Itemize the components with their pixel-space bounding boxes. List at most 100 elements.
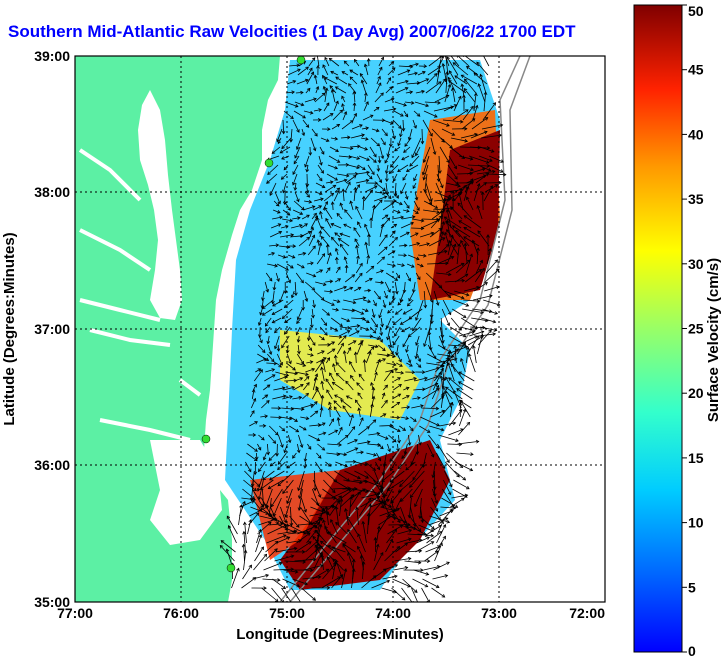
velocity-vector xyxy=(366,173,373,180)
velocity-vector xyxy=(291,587,301,602)
velocity-vector-head xyxy=(303,509,307,513)
velocity-vector-head xyxy=(344,464,348,468)
velocity-vector-head xyxy=(346,318,351,323)
velocity-vector xyxy=(333,299,340,303)
velocity-vector-head xyxy=(321,422,326,426)
velocity-vector xyxy=(394,326,401,337)
velocity-vector-head xyxy=(420,140,425,145)
velocity-vector xyxy=(427,525,442,535)
velocity-vector xyxy=(387,344,394,355)
velocity-vector xyxy=(274,555,294,562)
y-tick-label: 37:00 xyxy=(34,321,70,337)
velocity-vector xyxy=(383,488,393,505)
velocity-vector xyxy=(481,317,496,323)
velocity-vector xyxy=(371,387,374,400)
velocity-vector xyxy=(484,286,500,292)
velocity-vector-head xyxy=(363,92,368,96)
velocity-vector xyxy=(358,155,370,161)
velocity-vector xyxy=(334,187,340,193)
velocity-vector-head xyxy=(364,147,369,151)
velocity-vector-head xyxy=(279,215,283,220)
velocity-vector xyxy=(367,164,375,175)
velocity-vector xyxy=(356,245,359,256)
velocity-vector-head xyxy=(400,113,404,117)
velocity-vector xyxy=(388,237,398,247)
velocity-vector-head xyxy=(402,427,407,431)
velocity-vector xyxy=(428,335,432,351)
velocity-vector xyxy=(486,248,491,265)
velocity-vector-head xyxy=(376,336,381,341)
velocity-vector-head xyxy=(409,90,414,95)
velocity-vector-head xyxy=(347,346,352,351)
pamlico-sound xyxy=(150,440,222,545)
velocity-vector xyxy=(331,124,340,130)
velocity-vector-head xyxy=(387,309,391,314)
velocity-vector xyxy=(444,470,453,487)
velocity-vector xyxy=(391,401,400,409)
velocity-vector xyxy=(353,227,361,238)
velocity-vector xyxy=(318,335,325,341)
velocity-vector xyxy=(245,461,252,472)
velocity-vector xyxy=(298,479,304,499)
velocity-vector xyxy=(460,326,476,332)
velocity-vector xyxy=(262,299,274,309)
velocity-vector-head xyxy=(226,515,231,520)
velocity-vector xyxy=(304,281,315,291)
velocity-vector xyxy=(318,432,326,436)
velocity-vector-head xyxy=(430,533,435,538)
velocity-vector-head xyxy=(396,415,401,420)
velocity-vector xyxy=(384,155,390,164)
velocity-vector-head xyxy=(437,100,441,105)
velocity-vector xyxy=(341,120,354,130)
velocity-vector-head xyxy=(407,277,411,282)
velocity-vector-head xyxy=(460,357,464,362)
velocity-vector-head xyxy=(441,45,444,48)
velocity-vector-head xyxy=(444,249,448,254)
velocity-vector xyxy=(305,182,309,194)
velocity-vector xyxy=(398,461,406,469)
velocity-vector-head xyxy=(435,384,440,389)
velocity-vector xyxy=(436,272,451,275)
velocity-vector-head xyxy=(311,367,316,372)
velocity-vector xyxy=(441,385,453,400)
velocity-vector xyxy=(302,382,310,391)
velocity-vector-head xyxy=(439,209,444,214)
velocity-vector-head xyxy=(324,332,328,336)
velocity-vector-head xyxy=(469,156,474,161)
velocity-vector xyxy=(264,374,276,382)
velocity-vector-head xyxy=(391,250,396,254)
velocity-vector-head xyxy=(466,196,470,201)
velocity-vector-head xyxy=(442,78,446,83)
velocity-vector xyxy=(350,325,360,328)
velocity-vector-head xyxy=(366,170,370,175)
velocity-vector xyxy=(276,536,290,544)
velocity-vector-head xyxy=(294,371,299,376)
velocity-vector-head xyxy=(359,72,364,77)
velocity-vector-head xyxy=(366,440,371,445)
velocity-vector xyxy=(382,575,398,580)
velocity-vector xyxy=(284,326,291,335)
x-tick-label: 72:00 xyxy=(569,605,605,621)
velocity-vector-head xyxy=(271,251,276,256)
velocity-vector xyxy=(344,470,361,479)
velocity-vector xyxy=(473,93,477,112)
velocity-vector xyxy=(382,461,386,476)
velocity-vector-head xyxy=(281,145,285,150)
velocity-vector xyxy=(447,355,456,373)
velocity-vector xyxy=(407,254,420,260)
velocity-vector-head xyxy=(311,234,316,239)
colorbar-tick-label: 0 xyxy=(688,643,696,659)
velocity-vector xyxy=(373,372,377,382)
velocity-vector-head xyxy=(379,332,384,336)
velocity-vector-head xyxy=(389,121,394,125)
velocity-vector xyxy=(385,182,388,195)
velocity-vector xyxy=(273,200,280,207)
velocity-vector xyxy=(220,545,235,562)
velocity-vector-head xyxy=(462,476,467,481)
velocity-vector-head xyxy=(366,512,371,517)
velocity-vector xyxy=(452,62,469,76)
velocity-vector xyxy=(272,317,282,323)
velocity-vector xyxy=(378,335,383,343)
velocity-vector-head xyxy=(341,188,346,193)
velocity-vector xyxy=(420,506,424,523)
